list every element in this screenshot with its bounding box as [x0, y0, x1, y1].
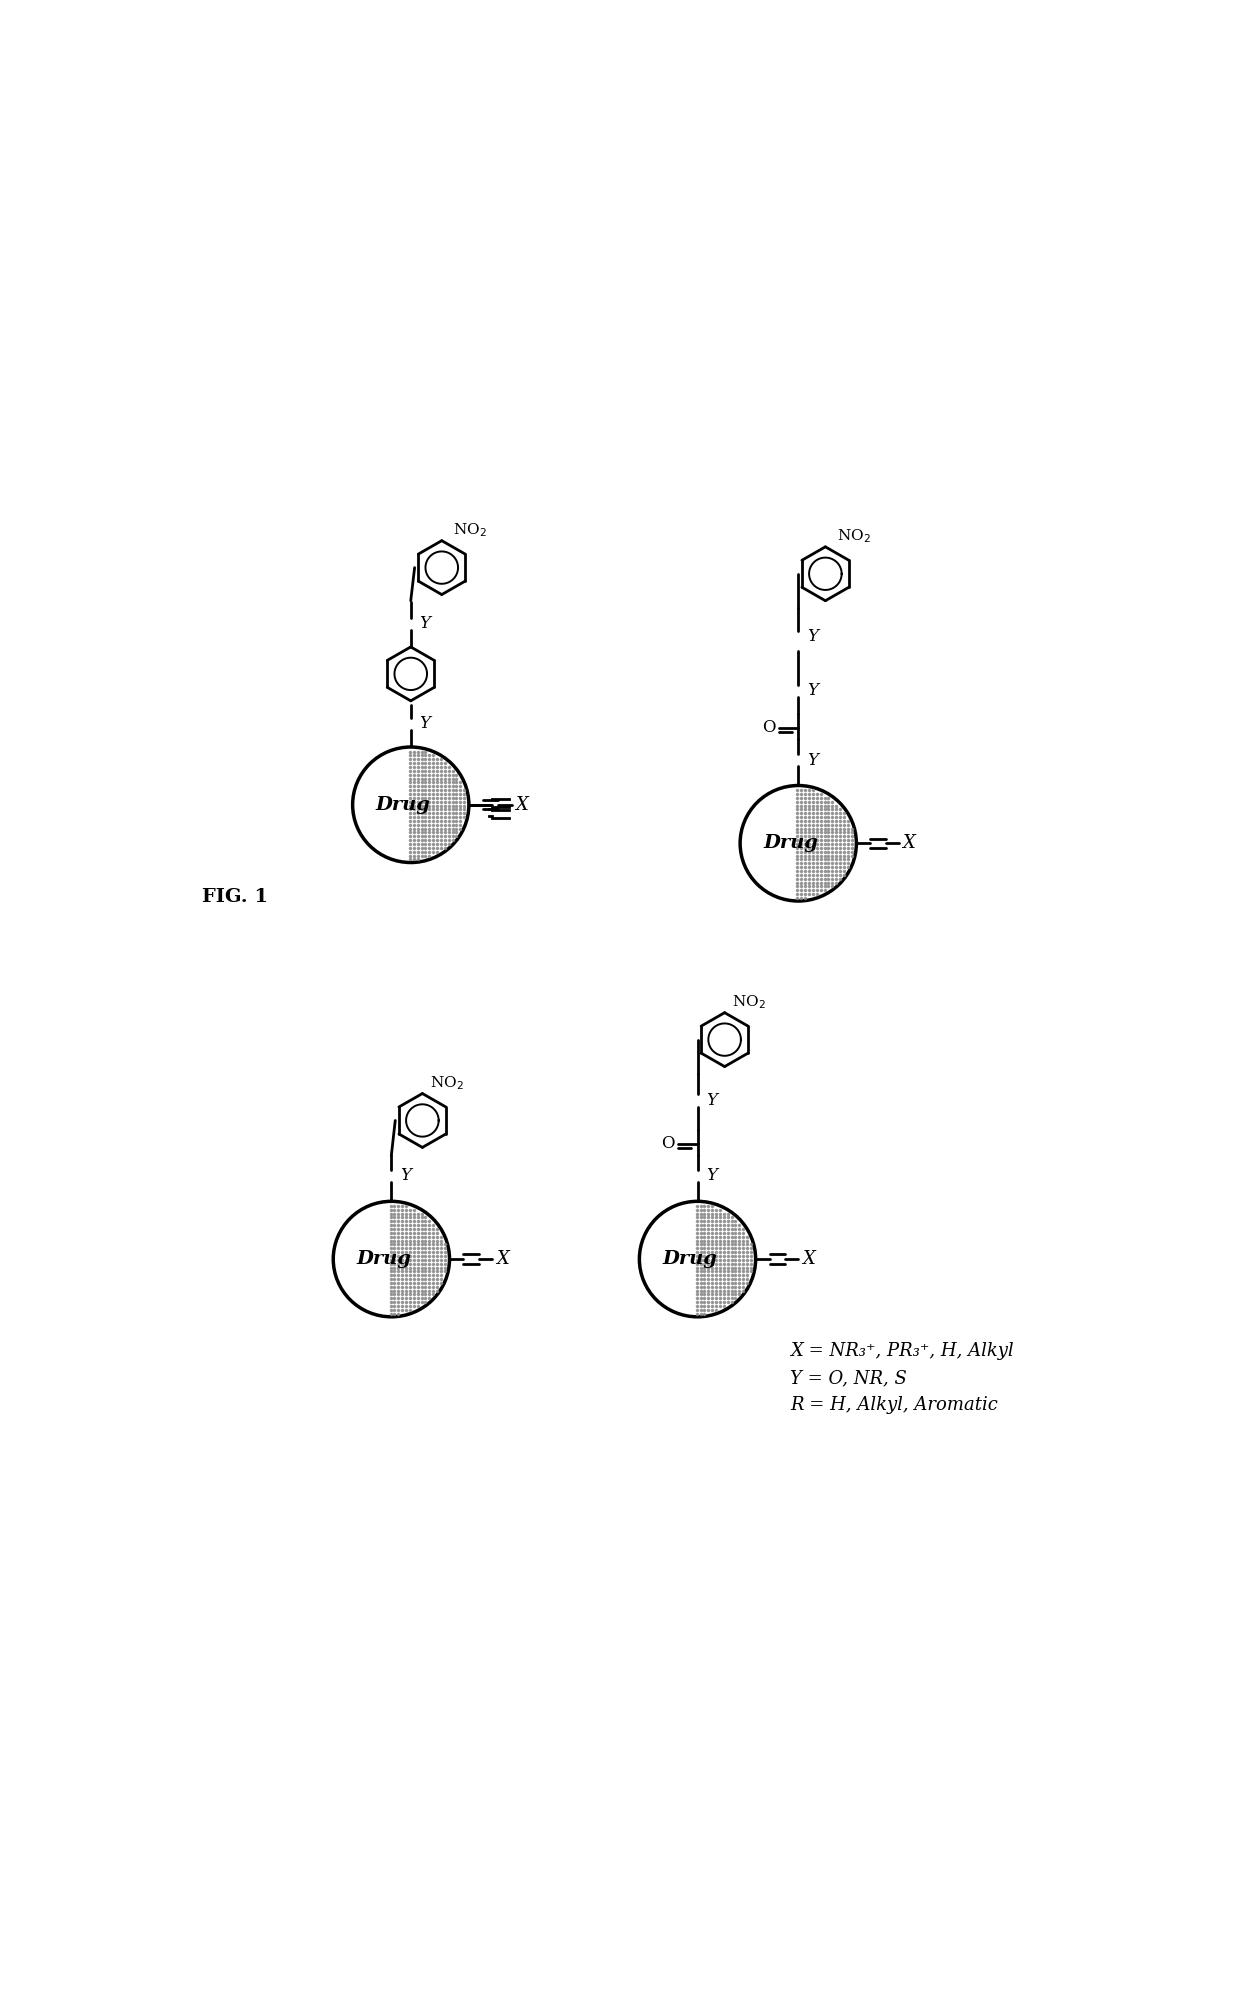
Text: X: X [515, 795, 528, 813]
Text: NO$_2$: NO$_2$ [837, 527, 870, 545]
Text: X: X [802, 1250, 815, 1268]
Circle shape [640, 1202, 755, 1316]
Circle shape [740, 785, 857, 901]
Text: Drug: Drug [356, 1250, 412, 1268]
Text: Y: Y [807, 751, 817, 769]
Text: R = H, Alkyl, Aromatic: R = H, Alkyl, Aromatic [791, 1396, 998, 1414]
Text: X: X [496, 1250, 508, 1268]
Text: Y: Y [807, 683, 817, 699]
Text: Y: Y [807, 629, 817, 645]
Circle shape [334, 1202, 449, 1316]
Text: X: X [903, 835, 915, 851]
Text: O: O [763, 719, 775, 737]
Text: X = NR₃⁺, PR₃⁺, H, Alkyl: X = NR₃⁺, PR₃⁺, H, Alkyl [791, 1342, 1014, 1360]
Text: Drug: Drug [376, 795, 430, 813]
Circle shape [352, 747, 469, 863]
Text: Drug: Drug [763, 835, 818, 851]
Text: Y = O, NR, S: Y = O, NR, S [791, 1370, 908, 1388]
Text: Y: Y [419, 615, 430, 633]
Text: NO$_2$: NO$_2$ [454, 521, 487, 539]
Text: Y: Y [706, 1092, 717, 1110]
Text: NO$_2$: NO$_2$ [430, 1074, 464, 1092]
Text: Y: Y [399, 1168, 410, 1184]
Text: Y: Y [706, 1168, 717, 1184]
Text: Y: Y [419, 715, 430, 733]
Text: FIG. 1: FIG. 1 [201, 887, 268, 905]
Text: Drug: Drug [662, 1250, 717, 1268]
Text: NO$_2$: NO$_2$ [733, 993, 766, 1012]
Text: O: O [661, 1136, 675, 1152]
